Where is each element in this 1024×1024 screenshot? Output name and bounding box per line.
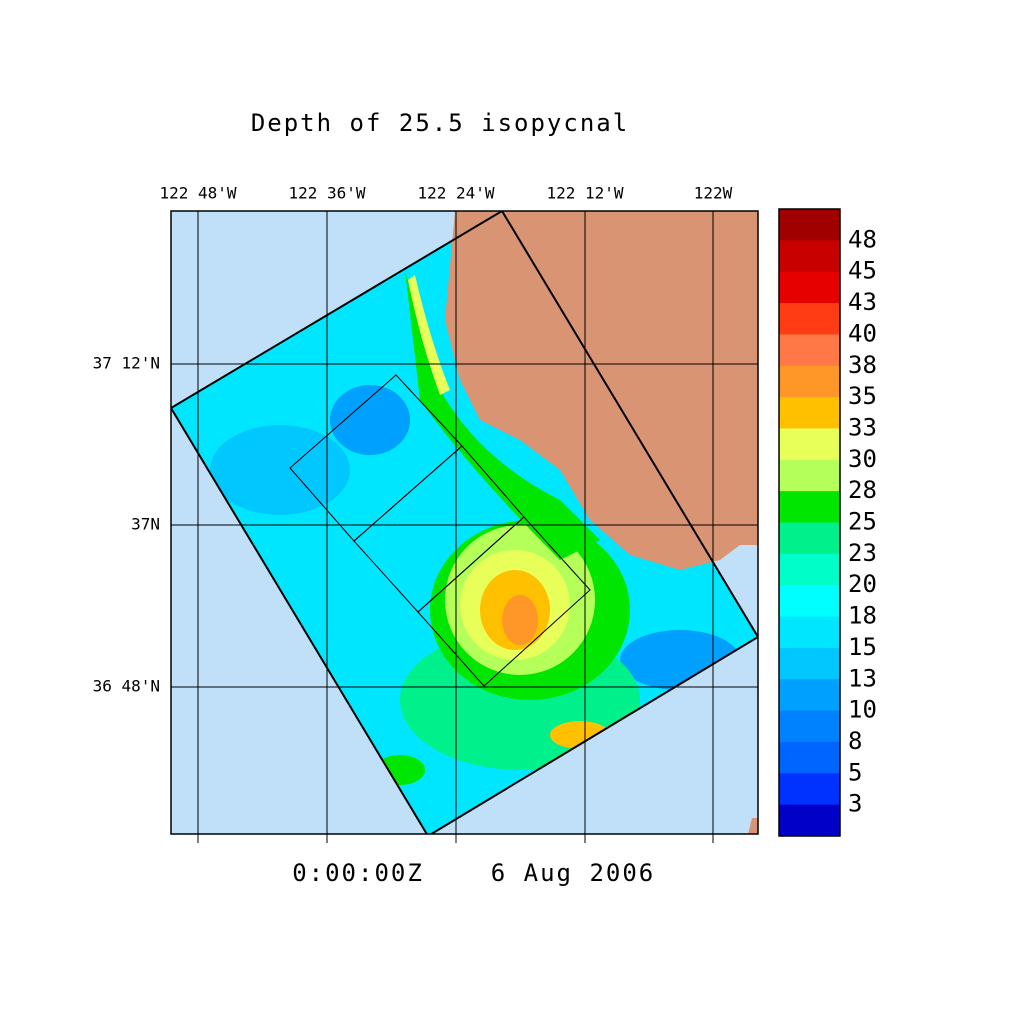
- time-label: 0:00:00Z: [292, 859, 424, 887]
- color-swatch: [779, 710, 840, 743]
- lat-label: 37 12'N: [93, 354, 160, 373]
- colorbar-label: 30: [848, 445, 877, 473]
- color-swatch: [779, 553, 840, 586]
- lon-label: 122 36'W: [288, 184, 365, 203]
- colorbar-label: 48: [848, 225, 877, 253]
- title: Depth of 25.5 isopycnal: [251, 109, 629, 137]
- colorbar-label: 25: [848, 508, 877, 536]
- lat-label: 36 48'N: [93, 677, 160, 696]
- color-swatch: [779, 459, 840, 492]
- color-swatch: [779, 209, 840, 241]
- colorbar-label: 45: [848, 257, 877, 285]
- colorbar-label: 28: [848, 476, 877, 504]
- color-swatch: [779, 397, 840, 429]
- lon-label: 122 12'W: [546, 184, 623, 203]
- color-swatch: [779, 773, 840, 806]
- color-swatch: [779, 585, 840, 618]
- color-swatch: [779, 365, 840, 398]
- colorbar-label: 3: [848, 790, 862, 818]
- color-swatch: [779, 741, 840, 774]
- colorbar-label: 13: [848, 664, 877, 692]
- color-swatch: [779, 647, 840, 680]
- land: [748, 818, 758, 834]
- color-swatch: [779, 334, 840, 367]
- colorbar-label: 35: [848, 382, 877, 410]
- color-swatch: [779, 522, 840, 555]
- colorbar-label: 8: [848, 727, 862, 755]
- colorbar: 48 45 43 40 38 35 33 30 28 25 23 20 18 15 13 10 8 5 3: [778, 208, 877, 837]
- colorbar-label: 10: [848, 696, 877, 724]
- color-swatch: [779, 679, 840, 712]
- date-label: 6 Aug 2006: [491, 859, 656, 887]
- color-swatch: [779, 428, 840, 461]
- map: [171, 211, 758, 834]
- lon-label: 122W: [694, 184, 733, 203]
- colorbar-label: 38: [848, 351, 877, 379]
- color-swatch: [779, 240, 840, 273]
- color-swatch: [779, 303, 840, 335]
- color-swatch: [779, 804, 840, 837]
- lon-label: 122 48'W: [159, 184, 236, 203]
- box-outline: [417, 516, 591, 687]
- colorbar-label: 23: [848, 539, 877, 567]
- color-swatch: [779, 271, 840, 304]
- lon-label: 122 24'W: [417, 184, 494, 203]
- colorbar-label: 18: [848, 602, 877, 630]
- colorbar-label: 43: [848, 288, 877, 316]
- domain-outline: [171, 211, 758, 834]
- color-swatch: [779, 491, 840, 523]
- land: [445, 211, 758, 570]
- colorbar-label: 15: [848, 633, 877, 661]
- colorbar-label: 40: [848, 319, 877, 347]
- plot-frame: [170, 210, 759, 835]
- colorbar-label: 20: [848, 570, 877, 598]
- color-swatch: [779, 616, 840, 649]
- colorbar-label: 5: [848, 758, 862, 786]
- colorbar-frame: [778, 208, 841, 837]
- lat-label: 37N: [131, 515, 160, 534]
- depth-field: [171, 211, 758, 834]
- colorbar-label: 33: [848, 413, 877, 441]
